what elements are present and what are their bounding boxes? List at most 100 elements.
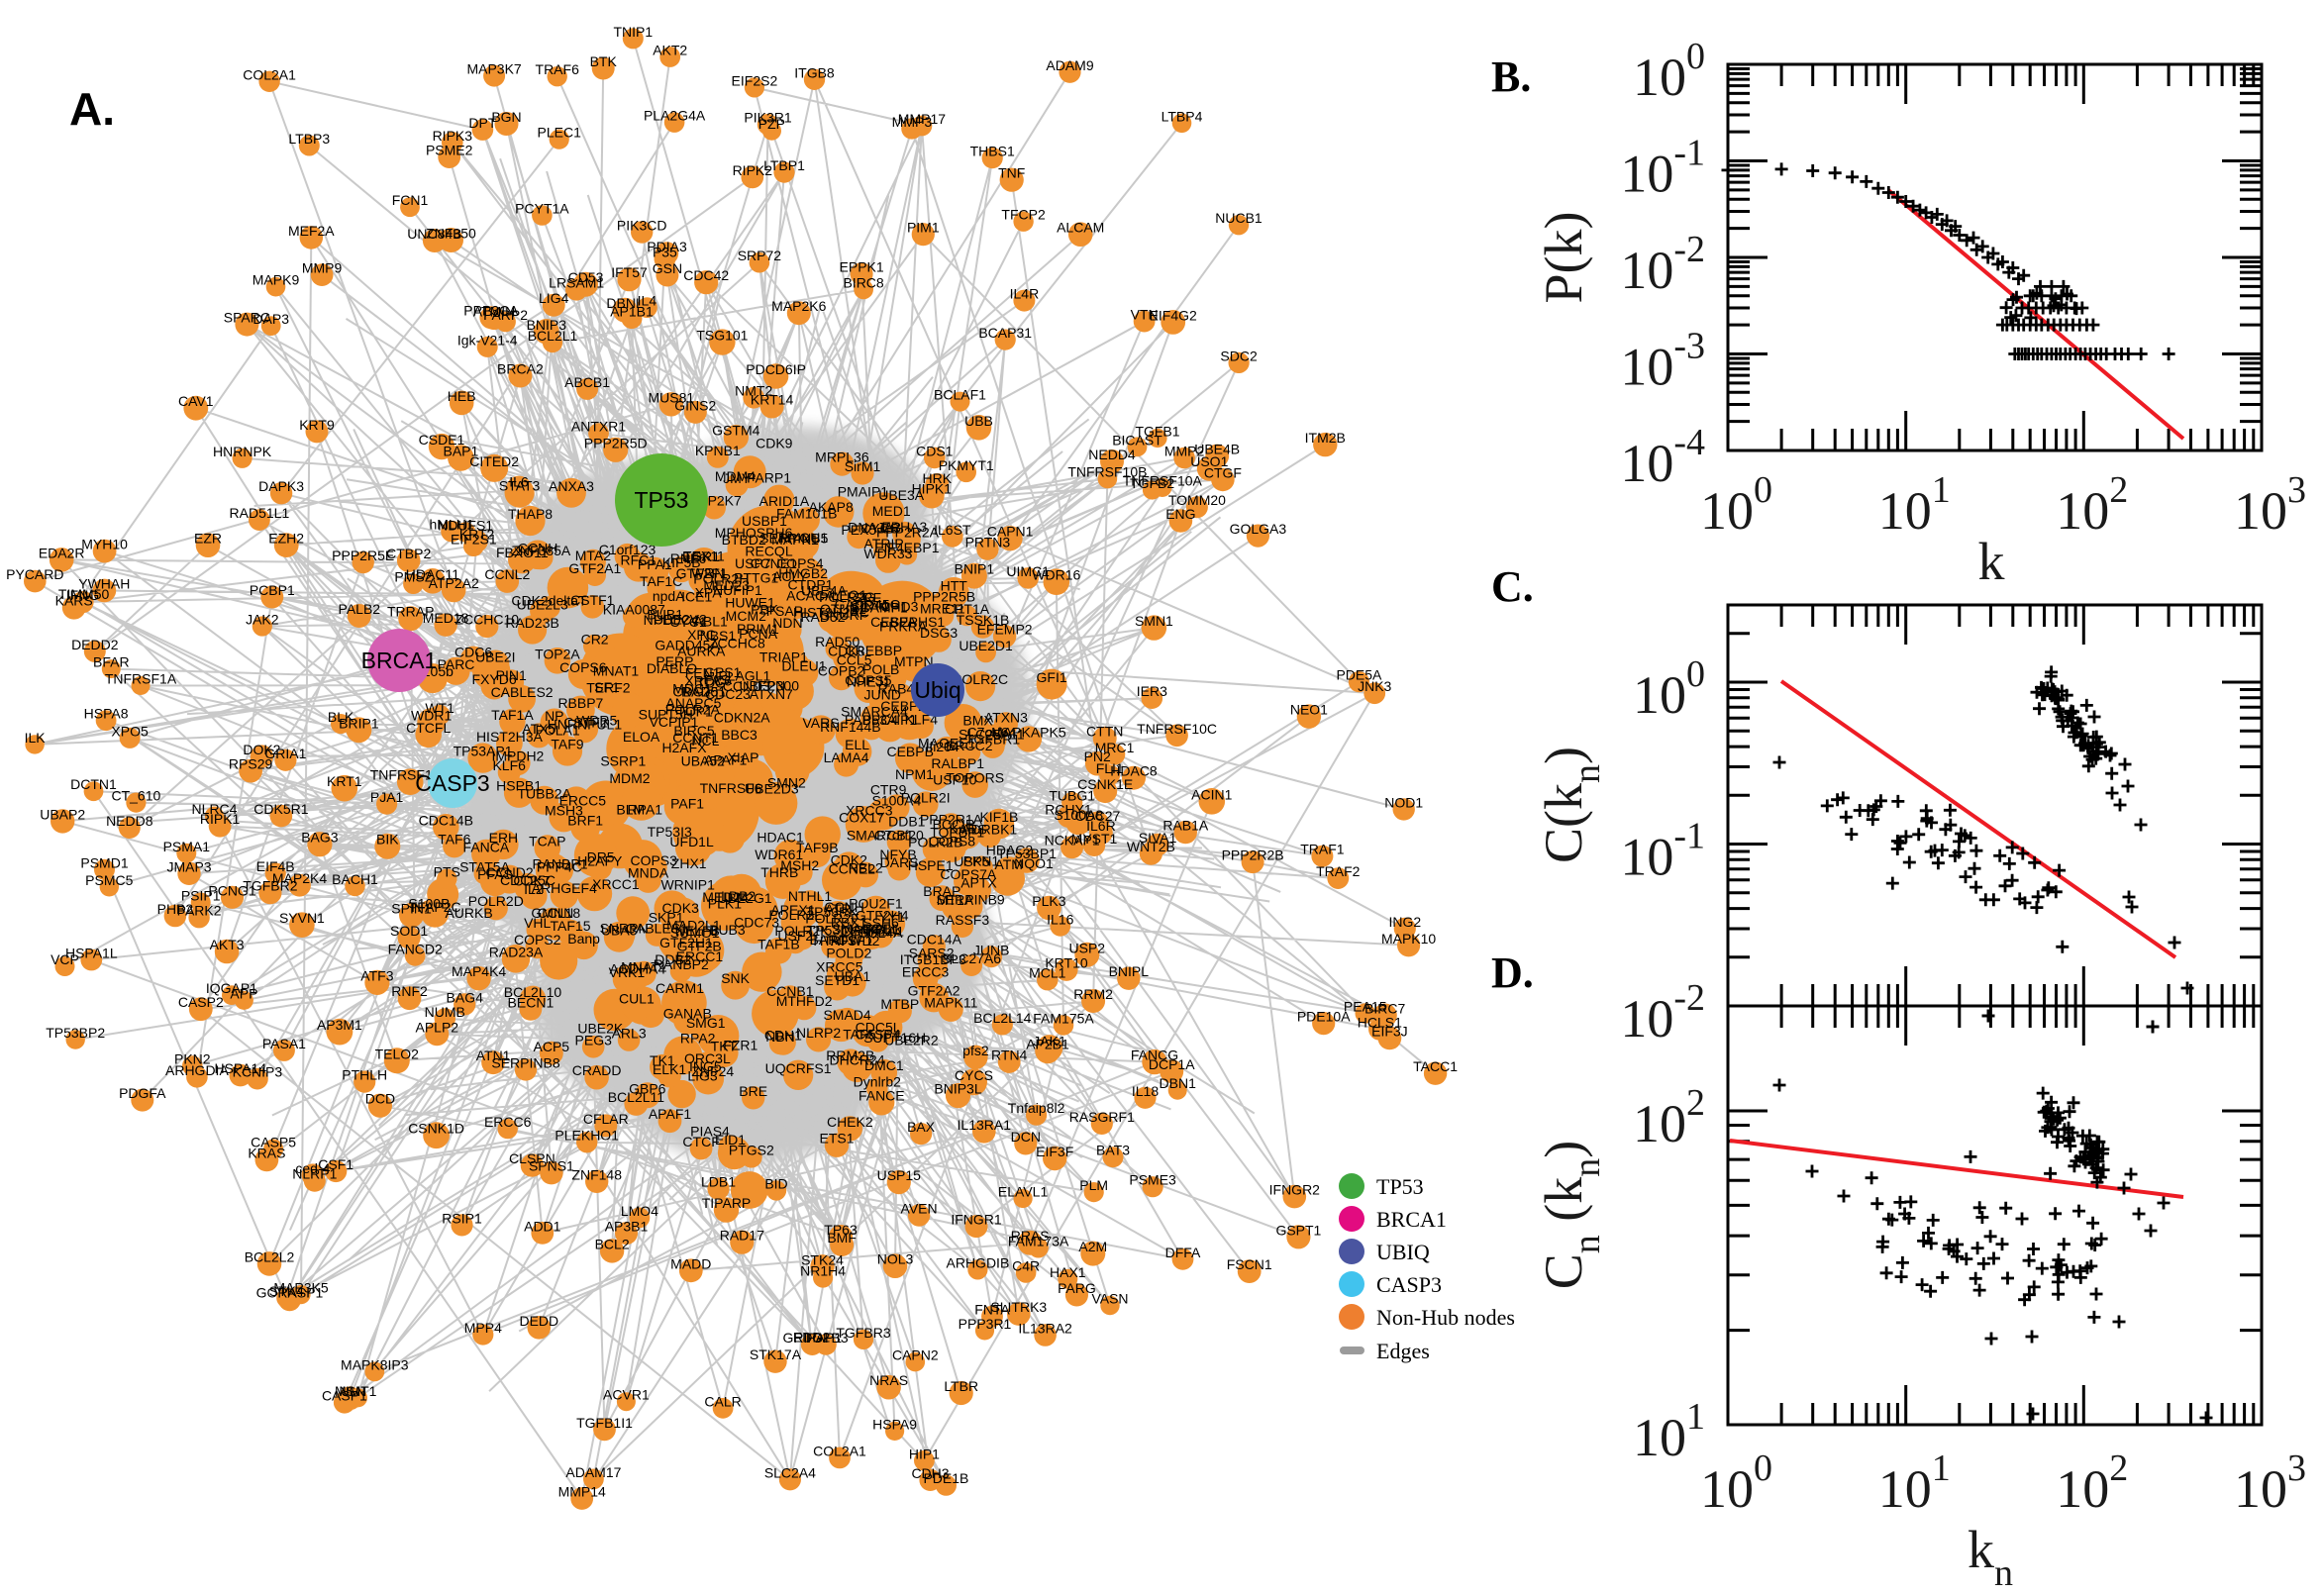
svg-text:TIMM50: TIMM50 — [58, 586, 110, 602]
svg-text:TOPORS: TOPORS — [946, 770, 1004, 786]
svg-text:DAPK3: DAPK3 — [258, 478, 304, 494]
svg-text:MDM4: MDM4 — [715, 468, 756, 484]
svg-text:BAG4: BAG4 — [447, 989, 484, 1005]
svg-text:RRM2: RRM2 — [1073, 986, 1113, 1002]
svg-text:PDIA3: PDIA3 — [647, 239, 687, 254]
svg-text:RBX1: RBX1 — [831, 914, 867, 930]
svg-text:CCNT1: CCNT1 — [672, 730, 719, 746]
svg-text:PHB2: PHB2 — [157, 901, 194, 917]
svg-text:ced-4: ced-4 — [295, 1160, 330, 1176]
svg-text:BAG3: BAG3 — [301, 830, 339, 846]
svg-text:PPP2R5D: PPP2R5D — [584, 435, 648, 450]
svg-text:COPS2: COPS2 — [514, 932, 561, 948]
svg-text:TGFB2: TGFB2 — [1130, 475, 1174, 491]
svg-text:COPS5: COPS5 — [845, 672, 892, 688]
svg-text:ITGB1BP3: ITGB1BP3 — [900, 951, 966, 967]
svg-text:TELO2: TELO2 — [375, 1046, 420, 1061]
svg-text:ATR: ATR — [825, 901, 852, 917]
svg-text:RECQL: RECQL — [745, 544, 792, 559]
svg-text:UBE2K: UBE2K — [577, 1020, 624, 1036]
svg-text:PCBP1: PCBP1 — [250, 582, 295, 598]
svg-text:KRT14: KRT14 — [751, 392, 794, 408]
svg-text:JAK2: JAK2 — [246, 612, 279, 628]
svg-text:NR1H4: NR1H4 — [800, 1263, 846, 1279]
svg-text:HEB: HEB — [448, 388, 476, 404]
svg-text:POLR2L: POLR2L — [768, 907, 822, 923]
svg-text:PIK3CD: PIK3CD — [617, 218, 667, 234]
svg-text:CABLES1: CABLES1 — [626, 920, 688, 936]
svg-text:NDN: NDN — [772, 615, 802, 631]
svg-text:ING2: ING2 — [1388, 914, 1421, 930]
svg-text:PJA1: PJA1 — [370, 789, 404, 805]
svg-text:MAPK11: MAPK11 — [924, 994, 977, 1010]
svg-text:POLR2B: POLR2B — [908, 835, 962, 850]
svg-text:PIM1: PIM1 — [907, 220, 940, 236]
svg-text:CHD3: CHD3 — [880, 598, 918, 614]
svg-text:ABL1: ABL1 — [694, 614, 728, 630]
svg-text:FANCE: FANCE — [858, 1087, 905, 1103]
svg-text:ITM2B: ITM2B — [1305, 430, 1346, 446]
svg-text:GSTM4: GSTM4 — [712, 423, 759, 439]
svg-text:CASP1: CASP1 — [322, 1388, 367, 1404]
svg-text:VHL: VHL — [524, 915, 551, 931]
svg-text:RPA2: RPA2 — [680, 1031, 716, 1047]
svg-text:RASGRF1: RASGRF1 — [1069, 1109, 1135, 1125]
svg-text:NPM1: NPM1 — [895, 766, 934, 782]
svg-text:SKP1: SKP1 — [649, 910, 684, 926]
svg-text:CASP4: CASP4 — [856, 1027, 901, 1043]
svg-text:WDR61: WDR61 — [755, 847, 803, 862]
svg-text:MAPKAPK5: MAPKAPK5 — [991, 724, 1066, 740]
svg-text:TSSK1B: TSSK1B — [957, 612, 1010, 628]
svg-text:BARD1: BARD1 — [810, 932, 857, 948]
svg-text:NBS1: NBS1 — [700, 628, 737, 644]
svg-text:HIPK1: HIPK1 — [912, 481, 953, 497]
svg-text:SNK: SNK — [721, 970, 750, 986]
svg-text:FAM175A: FAM175A — [1033, 1010, 1094, 1026]
svg-text:ATP2A2: ATP2A2 — [429, 575, 479, 591]
svg-text:KRAS: KRAS — [248, 1145, 285, 1160]
svg-text:CTR9: CTR9 — [870, 781, 907, 797]
svg-text:UFD1L: UFD1L — [669, 834, 714, 849]
svg-text:SLC25A11: SLC25A11 — [959, 726, 1025, 742]
svg-text:LDB2: LDB2 — [721, 888, 756, 904]
svg-text:APP: APP — [230, 985, 257, 1001]
svg-text:ANAPC5: ANAPC5 — [665, 695, 721, 711]
svg-text:B.: B. — [1491, 52, 1531, 101]
svg-text:MAPK8IP3: MAPK8IP3 — [341, 1356, 409, 1372]
svg-text:APLP2: APLP2 — [416, 1019, 459, 1035]
svg-text:MTBP: MTBP — [880, 996, 919, 1012]
svg-text:TCAP: TCAP — [529, 834, 565, 849]
svg-text:HIP1: HIP1 — [909, 1446, 940, 1461]
svg-text:S100A8: S100A8 — [1054, 807, 1103, 823]
svg-text:ENG: ENG — [1165, 506, 1195, 522]
svg-text:C4R: C4R — [1012, 1258, 1040, 1274]
svg-text:TNFRSF10B: TNFRSF10B — [1067, 464, 1147, 480]
svg-text:SRP72: SRP72 — [738, 248, 782, 263]
svg-text:HTT: HTT — [941, 578, 968, 594]
svg-text:TP53BP2: TP53BP2 — [46, 1025, 105, 1041]
svg-text:BMX: BMX — [962, 713, 993, 729]
svg-text:IL6R: IL6R — [1086, 818, 1116, 834]
svg-text:CDK9: CDK9 — [756, 435, 793, 450]
svg-text:LTBP3: LTBP3 — [288, 131, 330, 147]
svg-text:CITED2: CITED2 — [469, 453, 519, 469]
svg-text:ARHGDIA: ARHGDIA — [165, 1062, 229, 1078]
svg-text:RAD23A: RAD23A — [489, 944, 544, 959]
svg-text:SUMO1: SUMO1 — [670, 925, 720, 941]
svg-text:DBN1: DBN1 — [1160, 1075, 1197, 1091]
svg-text:GADD45A: GADD45A — [655, 638, 720, 653]
svg-text:PRKRA: PRKRA — [879, 619, 928, 635]
svg-text:CSTF1: CSTF1 — [570, 592, 615, 608]
svg-text:CCL5: CCL5 — [837, 652, 872, 668]
svg-text:CDK2: CDK2 — [831, 852, 868, 868]
svg-text:CDK5R1: CDK5R1 — [253, 801, 308, 817]
svg-text:k: k — [1978, 532, 2005, 591]
svg-text:PTS: PTS — [434, 864, 460, 880]
svg-text:CDC73: CDC73 — [734, 915, 779, 931]
svg-text:UBAP2: UBAP2 — [40, 806, 85, 822]
svg-text:SEPHS1: SEPHS1 — [890, 614, 945, 630]
svg-text:STK17A: STK17A — [750, 1347, 802, 1362]
svg-text:CCNH: CCNH — [518, 540, 557, 555]
svg-text:CALR: CALR — [704, 1393, 741, 1409]
svg-text:NUFIP1: NUFIP1 — [713, 582, 762, 598]
